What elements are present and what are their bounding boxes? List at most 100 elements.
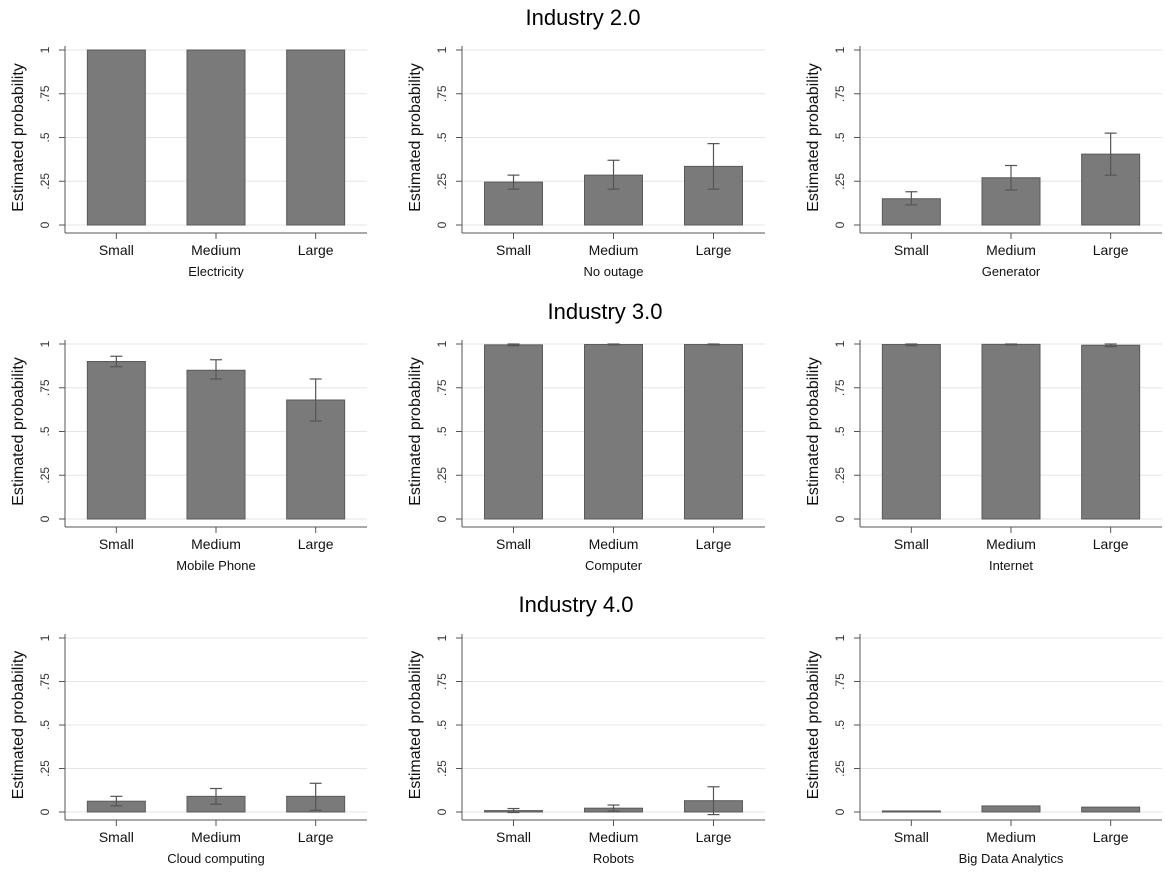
- bar-medium: [981, 343, 1041, 520]
- error-bar-small: [507, 807, 520, 814]
- bar-large: [286, 49, 346, 226]
- error-bar-large: [707, 143, 720, 190]
- bar-medium: [186, 369, 246, 520]
- bar-large: [1081, 806, 1141, 813]
- x-tick-label-small: Small: [894, 536, 929, 552]
- x-tick-label-large: Large: [298, 829, 334, 845]
- chart-panel-8: 0 .25 .5 .75 1 Estimated probability Small Medi…: [407, 634, 765, 866]
- y-tick-label: 1: [38, 634, 52, 641]
- y-tick-label: 1: [435, 340, 449, 347]
- y-axis-label: Estimated probability: [805, 357, 822, 506]
- y-tick-label: 1: [833, 46, 847, 53]
- x-tick-label-small: Small: [99, 242, 134, 258]
- y-tick-label: 0: [38, 808, 52, 815]
- y-axis-label: Estimated probability: [407, 651, 424, 800]
- y-tick-label: 0: [38, 221, 52, 228]
- y-axis-label: Estimated probability: [10, 651, 27, 800]
- error-bar-large: [1104, 343, 1117, 348]
- x-tick-label-large: Large: [696, 242, 732, 258]
- x-tick-label-large: Large: [1093, 829, 1129, 845]
- x-axis-label: No outage: [584, 264, 644, 279]
- y-tick-label: .75: [435, 673, 449, 690]
- error-bar-large: [707, 343, 720, 346]
- y-tick-label: .25: [833, 760, 847, 777]
- section-title-industry-4: Industry 4.0: [519, 592, 634, 617]
- y-axis-label: Estimated probability: [407, 357, 424, 506]
- y-tick-label: .25: [435, 760, 449, 777]
- y-tick-label: 0: [833, 221, 847, 228]
- y-tick-label: .5: [38, 132, 52, 142]
- y-tick-label: 1: [435, 46, 449, 53]
- x-tick-label-large: Large: [298, 536, 334, 552]
- bar-large: [1081, 344, 1141, 520]
- y-tick-label: 1: [38, 46, 52, 53]
- bar-medium: [584, 344, 643, 520]
- bar-small: [484, 344, 544, 520]
- x-tick-label-small: Small: [894, 242, 929, 258]
- error-bar-small: [110, 795, 123, 807]
- y-tick-label: .25: [833, 467, 847, 484]
- y-axis-label: Estimated probability: [805, 651, 822, 800]
- y-tick-label: .75: [38, 379, 52, 396]
- chart-panel-2: 0 .25 .5 .75 1 Estimated probability Small Medi…: [407, 46, 765, 279]
- x-tick-label-large: Large: [696, 536, 732, 552]
- y-tick-label: .75: [833, 379, 847, 396]
- chart-panel-9: 0 .25 .5 .75 1 Estimated probability Small Medi…: [805, 634, 1162, 866]
- y-tick-label: .25: [38, 173, 52, 190]
- y-tick-label: .25: [833, 173, 847, 190]
- x-tick-label-medium: Medium: [986, 242, 1036, 258]
- x-axis-label: Generator: [982, 264, 1041, 279]
- y-axis-label: Estimated probability: [10, 63, 27, 212]
- x-axis-label: Cloud computing: [167, 851, 265, 866]
- y-tick-label: .25: [38, 760, 52, 777]
- error-bar-small: [507, 174, 520, 190]
- x-axis-label: Robots: [593, 851, 635, 866]
- y-tick-label: .5: [833, 426, 847, 436]
- y-tick-label: .5: [833, 720, 847, 730]
- y-tick-label: .75: [833, 85, 847, 102]
- y-tick-label: .75: [38, 85, 52, 102]
- x-tick-label-large: Large: [1093, 242, 1129, 258]
- error-bar-large: [707, 786, 720, 816]
- x-tick-label-medium: Medium: [191, 242, 241, 258]
- x-tick-label-small: Small: [894, 829, 929, 845]
- bar-small: [881, 810, 941, 813]
- y-tick-label: 1: [833, 340, 847, 347]
- x-tick-label-large: Large: [1093, 536, 1129, 552]
- error-bar-large: [309, 782, 322, 811]
- chart-panel-1: 0 .25 .5 .75 1 Estimated probability Small Medi…: [10, 46, 367, 279]
- x-tick-label-medium: Medium: [589, 829, 639, 845]
- y-tick-label: 1: [833, 634, 847, 641]
- y-tick-label: 1: [38, 340, 52, 347]
- y-tick-label: .25: [38, 467, 52, 484]
- x-tick-label-medium: Medium: [589, 242, 639, 258]
- error-bar-large: [309, 378, 322, 422]
- error-bar-medium: [210, 787, 222, 805]
- section-title-industry-3: Industry 3.0: [548, 299, 663, 324]
- error-bar-medium: [607, 804, 620, 812]
- error-bar-medium: [1005, 343, 1017, 346]
- error-bar-medium: [607, 159, 620, 190]
- y-tick-label: .25: [435, 467, 449, 484]
- y-axis-label: Estimated probability: [805, 63, 822, 212]
- y-tick-label: .5: [435, 426, 449, 436]
- x-tick-label-small: Small: [99, 536, 134, 552]
- error-bar-small: [905, 191, 918, 206]
- error-bar-medium: [210, 359, 222, 380]
- y-tick-label: 1: [435, 634, 449, 641]
- error-bar-medium: [1005, 164, 1017, 191]
- y-tick-label: .75: [833, 673, 847, 690]
- bar-medium: [186, 49, 246, 226]
- x-tick-label-medium: Medium: [589, 536, 639, 552]
- y-tick-label: .75: [38, 673, 52, 690]
- x-tick-label-small: Small: [496, 536, 531, 552]
- x-axis-label: Mobile Phone: [176, 558, 256, 573]
- error-bar-large: [1104, 132, 1117, 176]
- error-bar-small: [507, 343, 520, 347]
- x-tick-label-small: Small: [496, 829, 531, 845]
- y-tick-label: .75: [435, 379, 449, 396]
- bar-small: [86, 361, 146, 520]
- x-axis-label: Computer: [585, 558, 643, 573]
- y-tick-label: 0: [833, 515, 847, 522]
